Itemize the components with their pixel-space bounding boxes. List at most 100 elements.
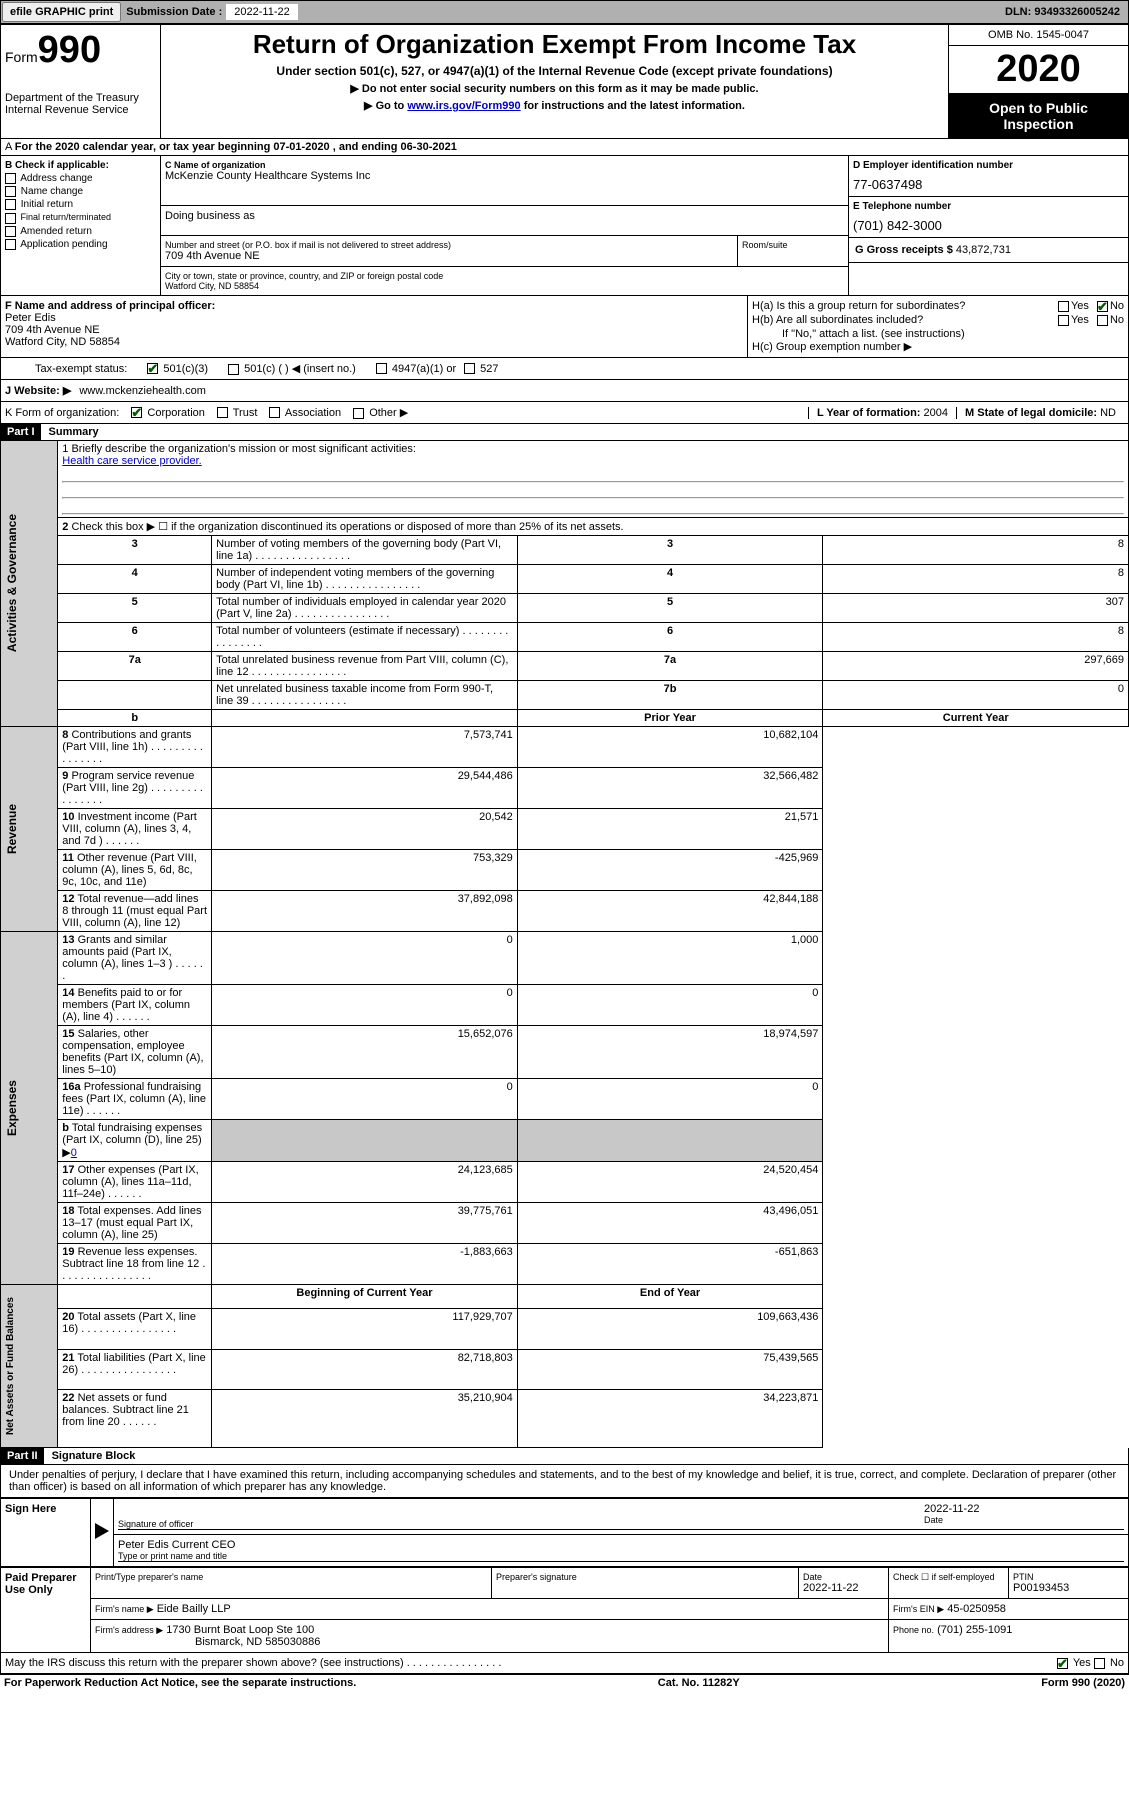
ein: 77-0637498 (853, 177, 1124, 192)
efile-print-button[interactable]: efile GRAPHIC print (2, 2, 121, 22)
cb-address-change: Address change (5, 173, 156, 184)
signature-declaration: Under penalties of perjury, I declare th… (1, 1465, 1128, 1497)
firm-ein: 45-0250958 (947, 1603, 1006, 1615)
year-formation-label: L Year of formation: (817, 407, 921, 419)
table-row: 6Total number of volunteers (estimate if… (1, 623, 1129, 652)
line-16b: b Total fundraising expenses (Part IX, c… (1, 1120, 1129, 1162)
dba-label: Doing business as (165, 210, 844, 222)
firm-phone: (701) 255-1091 (937, 1624, 1012, 1636)
ptin: P00193453 (1013, 1582, 1124, 1594)
cb-final-return: Final return/terminated (5, 212, 156, 223)
side-net-assets: Net Assets or Fund Balances (5, 1287, 16, 1445)
prep-date-label: Date (803, 1572, 884, 1582)
part2-header: Part II (1, 1448, 44, 1464)
firm-addr1: 1730 Burnt Boat Loop Ste 100 (166, 1624, 314, 1636)
summary-table: Activities & Governance 1 Briefly descri… (0, 441, 1129, 1448)
h-a: H(a) Is this a group return for subordin… (752, 300, 1124, 312)
form-header: Form990 Department of the Treasury Inter… (0, 24, 1129, 139)
table-row: 16a Professional fundraising fees (Part … (1, 1079, 1129, 1120)
sig-officer-label: Signature of officer (118, 1503, 924, 1529)
city-state-zip: Watford City, ND 58854 (165, 281, 844, 291)
form-title: Return of Organization Exempt From Incom… (165, 29, 944, 60)
officer-addr2: Watford City, ND 58854 (5, 336, 743, 348)
org-trust: Trust (233, 407, 258, 419)
mission-text: Health care service provider. (62, 455, 1124, 467)
table-row: 3Number of voting members of the governi… (1, 536, 1129, 565)
form-instr-2: ▶ Go to www.irs.gov/Form990 for instruct… (165, 99, 944, 112)
side-revenue: Revenue (5, 794, 19, 864)
address: 709 4th Avenue NE (165, 250, 733, 262)
year-formation: 2004 (924, 407, 948, 419)
table-row: Net unrelated business taxable income fr… (1, 681, 1129, 710)
omb-number: OMB No. 1545-0047 (949, 25, 1128, 46)
entity-section: B Check if applicable: Address change Na… (0, 156, 1129, 296)
org-corp: Corporation (147, 407, 204, 419)
officer-label: F Name and address of principal officer: (5, 300, 743, 312)
h-b: H(b) Are all subordinates included?Yes N… (752, 314, 1124, 326)
city-label: City or town, state or province, country… (165, 271, 844, 281)
cb-initial-return: Initial return (5, 199, 156, 210)
firm-name: Eide Bailly LLP (157, 1603, 231, 1615)
ptin-label: PTIN (1013, 1572, 1124, 1582)
h-c: H(c) Group exemption number ▶ (752, 340, 1124, 353)
signer-name-label: Type or print name and title (118, 1551, 1124, 1561)
submission-label: Submission Date : (122, 6, 222, 18)
cb-name-change: Name change (5, 186, 156, 197)
state-label: M State of legal domicile: (965, 407, 1097, 419)
footer-cat: Cat. No. 11282Y (658, 1677, 740, 1689)
table-row: 10 Investment income (Part VIII, column … (1, 809, 1129, 850)
firm-phone-label: Phone no. (893, 1625, 934, 1635)
side-governance: Activities & Governance (5, 504, 19, 662)
firm-ein-label: Firm's EIN ▶ (893, 1604, 944, 1614)
state: ND (1100, 407, 1116, 419)
status-501c3: 501(c)(3) (163, 363, 208, 375)
sign-here-label: Sign Here (1, 1499, 91, 1567)
officer-addr1: 709 4th Avenue NE (5, 324, 743, 336)
current-year-hdr: Current Year (823, 710, 1129, 727)
footer-form: Form 990 (2020) (1041, 1677, 1125, 1689)
discuss-question: May the IRS discuss this return with the… (5, 1657, 501, 1669)
phone-label: E Telephone number (853, 201, 1124, 212)
org-assoc: Association (285, 407, 341, 419)
table-row: 14 Benefits paid to or for members (Part… (1, 985, 1129, 1026)
cb-amended: Amended return (5, 226, 156, 237)
table-row: 4Number of independent voting members of… (1, 565, 1129, 594)
preparer-sig-label: Preparer's signature (492, 1568, 799, 1599)
officer-name: Peter Edis (5, 312, 743, 324)
ein-label: D Employer identification number (853, 160, 1124, 171)
sig-date-label: Date (924, 1515, 1124, 1525)
header-bar: efile GRAPHIC print Submission Date : 20… (0, 0, 1129, 24)
tax-status-label: Tax-exempt status: (35, 363, 127, 375)
preparer-name-label: Print/Type preparer's name (91, 1568, 492, 1599)
public-inspection: Open to Public Inspection (949, 94, 1128, 138)
end-year-hdr: End of Year (517, 1285, 823, 1309)
prep-date: 2022-11-22 (803, 1582, 884, 1594)
signer-name: Peter Edis Current CEO (118, 1539, 1124, 1551)
submission-date: 2022-11-22 (226, 4, 297, 20)
table-row: 20 Total assets (Part X, line 16)117,929… (1, 1308, 1129, 1349)
discuss-yes: Yes (1073, 1657, 1091, 1669)
dln: DLN: 93493326005242 (997, 4, 1128, 20)
department: Department of the Treasury Internal Reve… (5, 92, 156, 116)
part1-title: Summary (41, 424, 107, 440)
side-expenses: Expenses (5, 1070, 19, 1146)
table-row: 17 Other expenses (Part IX, column (A), … (1, 1162, 1129, 1203)
firm-name-label: Firm's name ▶ (95, 1604, 154, 1614)
tax-period: A For the 2020 calendar year, or tax yea… (0, 139, 1129, 156)
tax-year: 2020 (949, 46, 1128, 94)
firm-addr-label: Firm's address ▶ (95, 1625, 163, 1635)
prior-year-hdr: Prior Year (517, 710, 823, 727)
form-instr-1: ▶ Do not enter social security numbers o… (165, 82, 944, 95)
form-number: Form990 (5, 29, 156, 72)
form990-link[interactable]: www.irs.gov/Form990 (407, 100, 520, 112)
status-4947: 4947(a)(1) or (392, 363, 456, 375)
status-501c: 501(c) ( ) ◀ (insert no.) (244, 363, 356, 375)
table-row: 22 Net assets or fund balances. Subtract… (1, 1390, 1129, 1448)
part2-title: Signature Block (44, 1448, 144, 1464)
form-subtitle: Under section 501(c), 527, or 4947(a)(1)… (165, 64, 944, 78)
firm-addr2: Bismarck, ND 585030886 (195, 1636, 320, 1648)
table-row: 5Total number of individuals employed in… (1, 594, 1129, 623)
gross-receipts: G Gross receipts $ 43,872,731 (849, 238, 1128, 263)
arrow-icon (95, 1523, 109, 1539)
begin-year-hdr: Beginning of Current Year (212, 1285, 518, 1309)
